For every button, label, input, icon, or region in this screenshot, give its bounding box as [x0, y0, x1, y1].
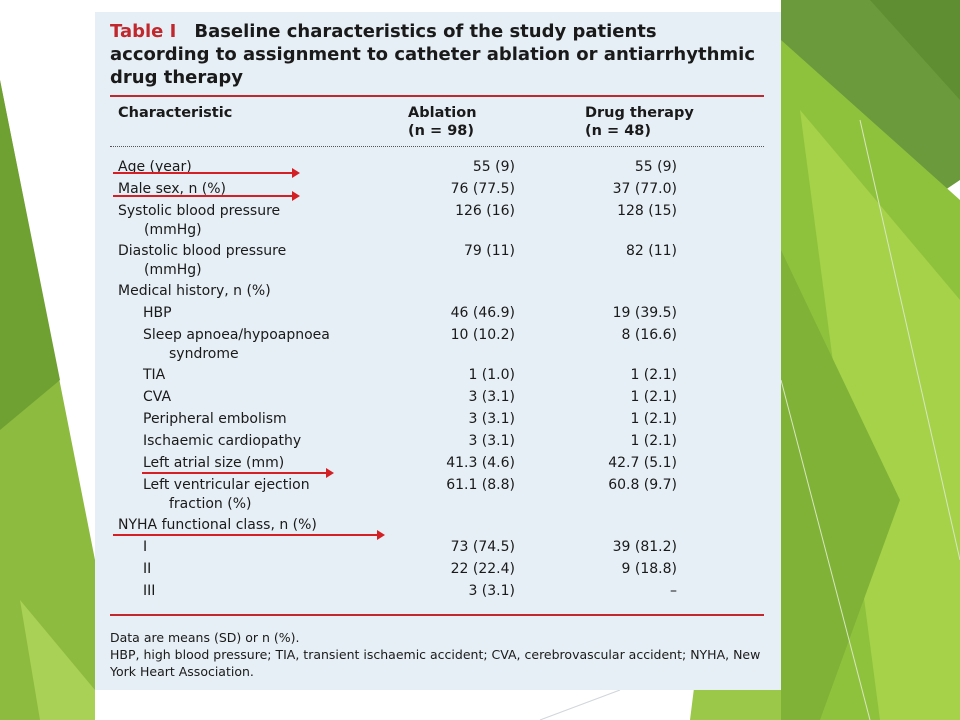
footnote-line-1: Data are means (SD) or n (%).: [110, 630, 300, 645]
row-ablation-value: 46 (46.9): [450, 305, 515, 321]
row-characteristic-label: III: [143, 583, 156, 599]
row-characteristic: Ischaemic cardiopathy: [143, 432, 413, 451]
row-ablation-value: 73 (74.5): [450, 539, 515, 555]
row-drug-value: 8 (16.6): [621, 327, 677, 343]
row-characteristic-label: Male sex, n (%): [118, 181, 227, 197]
footnote-line-2: HBP, high blood pressure; TIA, transient…: [110, 647, 761, 679]
annotation-underline-left-atrial: [142, 468, 334, 478]
row-characteristic: Age (year): [118, 158, 388, 177]
drug-header-n: (n = 48): [585, 123, 652, 139]
row-drug-value: 9 (18.8): [621, 561, 677, 577]
ablation-header-label: Ablation: [408, 105, 477, 121]
row-characteristic: HBP: [143, 304, 413, 323]
row-characteristic: NYHA functional class, n (%): [118, 516, 388, 535]
row-drug-value: 39 (81.2): [612, 539, 677, 555]
row-ablation-value: 1 (1.0): [468, 367, 515, 383]
column-header-characteristic: Characteristic: [118, 105, 233, 121]
row-characteristic: Peripheral embolism: [143, 410, 413, 429]
row-drug-value: 19 (39.5): [612, 305, 677, 321]
row-ablation-value: 22 (22.4): [450, 561, 515, 577]
row-ablation-value: 10 (10.2): [450, 327, 515, 343]
row-ablation-value: 76 (77.5): [450, 181, 515, 197]
annotation-underline-male-sex: [113, 191, 300, 201]
row-drug-value: 128 (15): [617, 203, 677, 219]
row-characteristic-label: Peripheral embolism: [143, 411, 287, 427]
row-characteristic-continuation: (mmHg): [144, 262, 202, 278]
row-ablation-value: 41.3 (4.6): [446, 455, 515, 471]
row-characteristic: Systolic blood pressure (mmHg): [118, 202, 388, 240]
row-characteristic-label: I: [143, 539, 148, 555]
row-ablation-value: 3 (3.1): [468, 389, 515, 405]
annotation-underline-nyha: [113, 530, 385, 540]
row-drug-value: 1 (2.1): [630, 411, 677, 427]
row-characteristic-label: Left atrial size (mm): [143, 455, 285, 471]
row-characteristic-label: Diastolic blood pressure: [118, 243, 287, 259]
row-drug-value: 82 (11): [625, 243, 677, 259]
table-label: Table I: [110, 21, 177, 42]
header-dotted-rule: [110, 146, 764, 147]
row-characteristic: Medical history, n (%): [118, 282, 388, 301]
row-characteristic: I: [143, 538, 413, 557]
row-characteristic-label: II: [143, 561, 152, 577]
row-ablation-value: 79 (11): [463, 243, 515, 259]
row-ablation-value: 3 (3.1): [468, 411, 515, 427]
row-characteristic-label: CVA: [143, 389, 172, 405]
column-header-ablation: Ablation (n = 98): [408, 104, 477, 140]
row-characteristic: Left atrial size (mm): [143, 454, 413, 473]
row-characteristic-label: Age (year): [118, 159, 192, 175]
row-drug-value: 60.8 (9.7): [608, 477, 677, 493]
table-card: Table I Baseline characteristics of the s…: [95, 12, 781, 690]
table-title: Table I Baseline characteristics of the s…: [110, 20, 760, 89]
row-ablation-value: 126 (16): [455, 203, 515, 219]
row-drug-value: –: [670, 583, 677, 599]
table-footnote: Data are means (SD) or n (%). HBP, high …: [110, 629, 770, 680]
row-characteristic-label: TIA: [143, 367, 166, 383]
row-drug-value: 42.7 (5.1): [608, 455, 677, 471]
row-drug-value: 55 (9): [634, 159, 677, 175]
column-header-drug: Drug therapy (n = 48): [585, 104, 694, 140]
row-characteristic-continuation: (mmHg): [144, 222, 202, 238]
row-ablation-value: 3 (3.1): [468, 433, 515, 449]
row-characteristic-label: Sleep apnoea/hypoapnoea: [143, 327, 330, 343]
row-ablation-value: 55 (9): [472, 159, 515, 175]
row-characteristic-continuation: fraction (%): [169, 496, 252, 512]
row-characteristic: Male sex, n (%): [118, 180, 388, 199]
row-characteristic: TIA: [143, 366, 413, 385]
drug-header-label: Drug therapy: [585, 105, 694, 121]
row-characteristic-continuation: syndrome: [169, 346, 239, 362]
row-drug-value: 1 (2.1): [630, 389, 677, 405]
row-characteristic: Diastolic blood pressure (mmHg): [118, 242, 388, 280]
row-characteristic-label: Medical history, n (%): [118, 283, 271, 299]
row-drug-value: 1 (2.1): [630, 433, 677, 449]
table-bottom-rule: [110, 614, 764, 616]
row-characteristic: III: [143, 582, 413, 601]
row-characteristic-label: Left ventricular ejection: [143, 477, 310, 493]
row-characteristic: Left ventricular ejection fraction (%): [143, 476, 413, 514]
row-characteristic-label: Ischaemic cardiopathy: [143, 433, 302, 449]
annotation-underline-age: [113, 168, 300, 178]
row-characteristic: II: [143, 560, 413, 579]
row-characteristic-label: HBP: [143, 305, 172, 321]
row-characteristic: Sleep apnoea/hypoapnoea syndrome: [143, 326, 413, 364]
ablation-header-n: (n = 98): [408, 123, 475, 139]
row-drug-value: 37 (77.0): [612, 181, 677, 197]
row-characteristic-label: NYHA functional class, n (%): [118, 517, 317, 533]
row-ablation-value: 3 (3.1): [468, 583, 515, 599]
header-top-rule: [110, 95, 764, 97]
table-title-text: Baseline characteristics of the study pa…: [110, 21, 755, 88]
row-characteristic-label: Systolic blood pressure: [118, 203, 281, 219]
row-drug-value: 1 (2.1): [630, 367, 677, 383]
row-characteristic: CVA: [143, 388, 413, 407]
row-ablation-value: 61.1 (8.8): [446, 477, 515, 493]
